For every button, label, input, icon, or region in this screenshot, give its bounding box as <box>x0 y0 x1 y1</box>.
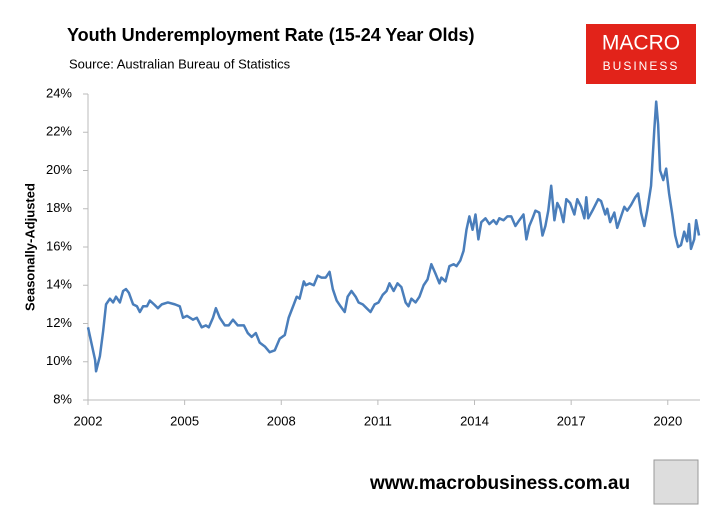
x-tick-label: 2005 <box>170 413 199 428</box>
logo-text: MACRO <box>602 32 680 55</box>
logo-text: BUSINESS <box>603 59 680 73</box>
y-tick-label: 10% <box>46 353 72 368</box>
y-tick-label: 20% <box>46 162 72 177</box>
x-tick-label: 2020 <box>653 413 682 428</box>
chart-title: Youth Underemployment Rate (15-24 Year O… <box>67 25 474 45</box>
footer: www.macrobusiness.com.au <box>369 473 630 494</box>
logo <box>586 24 696 84</box>
wolf-icon <box>653 459 699 505</box>
x-tick-label: 2017 <box>557 413 586 428</box>
y-tick-label: 8% <box>53 391 72 406</box>
y-axis-label: Seasonally-Adjusted <box>22 183 37 311</box>
y-tick-label: 14% <box>46 277 72 292</box>
y-tick-label: 22% <box>46 124 72 139</box>
data-line <box>86 100 701 373</box>
chart-subtitle: Source: Australian Bureau of Statistics <box>69 56 291 71</box>
y-tick-label: 16% <box>46 238 72 253</box>
x-tick-label: 2014 <box>460 413 489 428</box>
y-tick-label: 18% <box>46 200 72 215</box>
x-tick-label: 2002 <box>74 413 103 428</box>
x-tick-label: 2011 <box>364 413 392 428</box>
x-tick-label: 2008 <box>267 413 296 428</box>
y-tick-label: 24% <box>46 85 72 100</box>
y-tick-label: 12% <box>46 315 72 330</box>
